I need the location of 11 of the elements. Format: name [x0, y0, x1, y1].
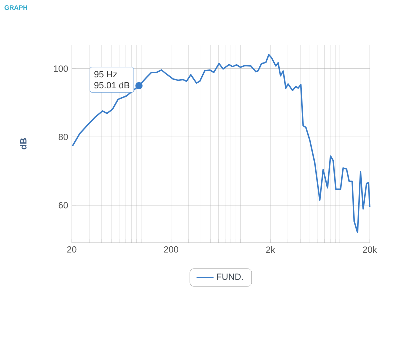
x-tick-label: 20 — [67, 246, 77, 253]
annotation: 95.01 dB — [94, 82, 130, 89]
annotation: 95 Hz — [94, 71, 118, 78]
y-axis-title: dB — [20, 138, 27, 150]
x-tick-label: 200 — [164, 246, 178, 253]
y-tick-label: 60 — [58, 202, 68, 209]
y-tick-label: 80 — [58, 134, 68, 140]
x-tick-label: 2k — [266, 246, 276, 254]
x-tick-label: 20k — [363, 246, 378, 254]
y-tick-label: 100 — [54, 66, 68, 72]
legend-label: FUND. — [217, 274, 244, 280]
